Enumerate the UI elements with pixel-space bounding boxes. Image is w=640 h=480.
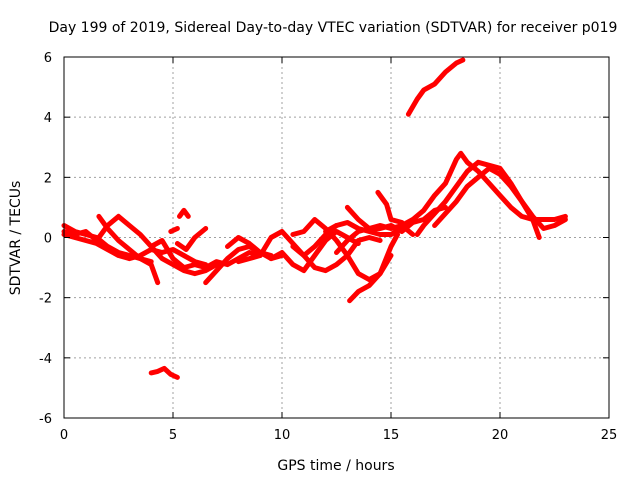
x-tick-label: 25 <box>601 428 618 443</box>
series-line-5 <box>148 238 263 271</box>
x-tick-label: 5 <box>169 428 177 443</box>
chart-title: Day 199 of 2019, Sidereal Day-to-day VTE… <box>49 20 618 36</box>
x-tick-label: 20 <box>492 428 509 443</box>
y-tick-label: 2 <box>44 171 52 186</box>
y-tick-label: -2 <box>39 292 52 307</box>
y-tick-label: 0 <box>44 232 52 247</box>
series-line-4 <box>96 213 154 265</box>
plot-frame <box>63 56 610 419</box>
series-line-12 <box>268 229 361 274</box>
series-line-23 <box>405 57 466 117</box>
y-tick-label: 6 <box>44 51 52 66</box>
x-tick-label: 0 <box>60 428 68 443</box>
x-tick-label: 15 <box>383 428 400 443</box>
series-line-19 <box>347 232 400 304</box>
y-tick-label: -6 <box>39 412 52 427</box>
y-axis-label: SDTVAR / TECUs <box>8 181 24 296</box>
series-line-13 <box>290 235 383 274</box>
series-line-24 <box>148 365 180 380</box>
series-line-8 <box>174 226 209 252</box>
series-line-22 <box>432 165 568 231</box>
y-tick-label: 4 <box>44 111 52 126</box>
series-line-7 <box>177 207 191 219</box>
axis-ticks: 0 5 10 15 20 25 -6 -4 -2 0 2 4 6 <box>39 51 617 443</box>
x-tick-label: 10 <box>274 428 291 443</box>
data-series <box>61 57 568 380</box>
grid-lines <box>64 57 609 418</box>
series-line-3 <box>61 213 220 277</box>
series-line-6 <box>168 226 180 234</box>
series-line-11 <box>235 223 339 265</box>
series-line-18 <box>375 189 405 225</box>
y-tick-label: -4 <box>39 352 52 367</box>
x-axis-label: GPS time / hours <box>277 458 394 474</box>
series-line-17 <box>344 204 448 234</box>
